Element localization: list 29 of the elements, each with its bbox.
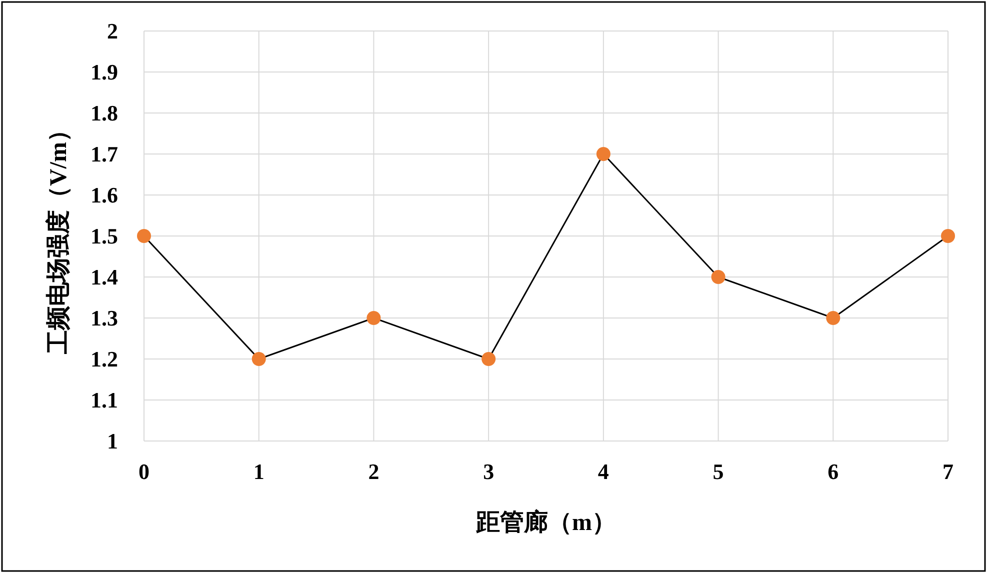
- y-tick-label: 2: [107, 18, 118, 44]
- y-tick-label: 1.2: [90, 346, 118, 372]
- y-tick-label: 1.5: [90, 224, 118, 248]
- point: [711, 270, 726, 284]
- x-axis-title: 距管廊（m）: [475, 509, 616, 536]
- x-tick-label: 6: [828, 459, 839, 484]
- x-tick-label: 7: [942, 459, 954, 484]
- point: [252, 352, 266, 366]
- x-tick-label: 3: [483, 459, 494, 484]
- point: [137, 229, 151, 243]
- point: [596, 147, 610, 161]
- x-tick-label: 1: [253, 459, 264, 484]
- x-tick-label: 0: [138, 459, 150, 484]
- y-axis-title: 工频电场强度（V/m）: [45, 118, 72, 355]
- point: [366, 311, 381, 325]
- y-tick-label: 1.9: [90, 60, 118, 84]
- x-tick-label: 2: [368, 459, 380, 484]
- y-tick-label: 1.8: [90, 100, 118, 126]
- point: [482, 352, 496, 366]
- x-tick-label: 4: [598, 459, 609, 484]
- y-tick-label: 1.7: [90, 142, 118, 166]
- y-tick-label: 1.3: [90, 306, 118, 330]
- y-tick-label: 1.4: [90, 264, 118, 290]
- y-tick-label: 1.1: [90, 388, 118, 412]
- point: [826, 311, 840, 325]
- y-tick-label: 1.6: [90, 182, 118, 208]
- point: [941, 229, 955, 243]
- y-tick-label: 1: [107, 428, 118, 454]
- x-tick-label: 5: [712, 459, 724, 484]
